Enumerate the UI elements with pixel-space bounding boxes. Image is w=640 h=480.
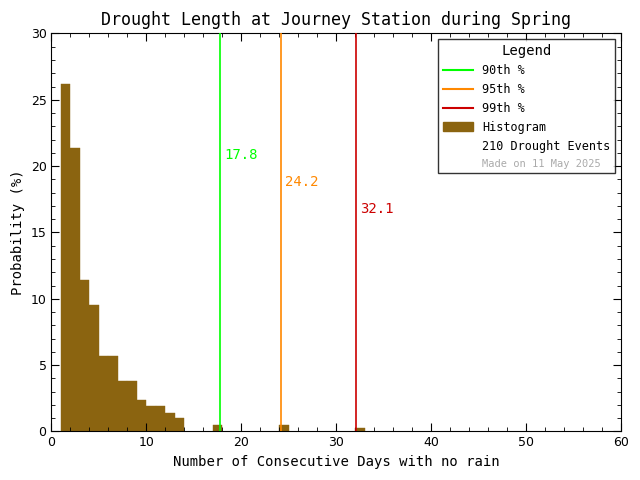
Y-axis label: Probability (%): Probability (%) — [11, 169, 25, 295]
Bar — [156, 406, 165, 432]
Bar — [355, 428, 365, 432]
Bar — [90, 305, 99, 432]
Bar — [212, 425, 222, 432]
Bar — [61, 84, 70, 432]
Text: 24.2: 24.2 — [285, 175, 319, 189]
Bar — [70, 147, 80, 432]
X-axis label: Number of Consecutive Days with no rain: Number of Consecutive Days with no rain — [173, 455, 499, 469]
Title: Drought Length at Journey Station during Spring: Drought Length at Journey Station during… — [101, 11, 571, 29]
Bar — [127, 381, 137, 432]
Bar — [108, 356, 118, 432]
Bar — [99, 356, 108, 432]
Text: 32.1: 32.1 — [360, 202, 394, 216]
Bar — [147, 406, 156, 432]
Legend: 90th %, 95th %, 99th %, Histogram, 210 Drought Events, Made on 11 May 2025: 90th %, 95th %, 99th %, Histogram, 210 D… — [438, 39, 615, 173]
Text: 17.8: 17.8 — [224, 148, 258, 163]
Bar — [279, 425, 289, 432]
Bar — [80, 280, 90, 432]
Bar — [175, 418, 184, 432]
Bar — [137, 400, 147, 432]
Bar — [118, 381, 127, 432]
Bar — [165, 413, 175, 432]
